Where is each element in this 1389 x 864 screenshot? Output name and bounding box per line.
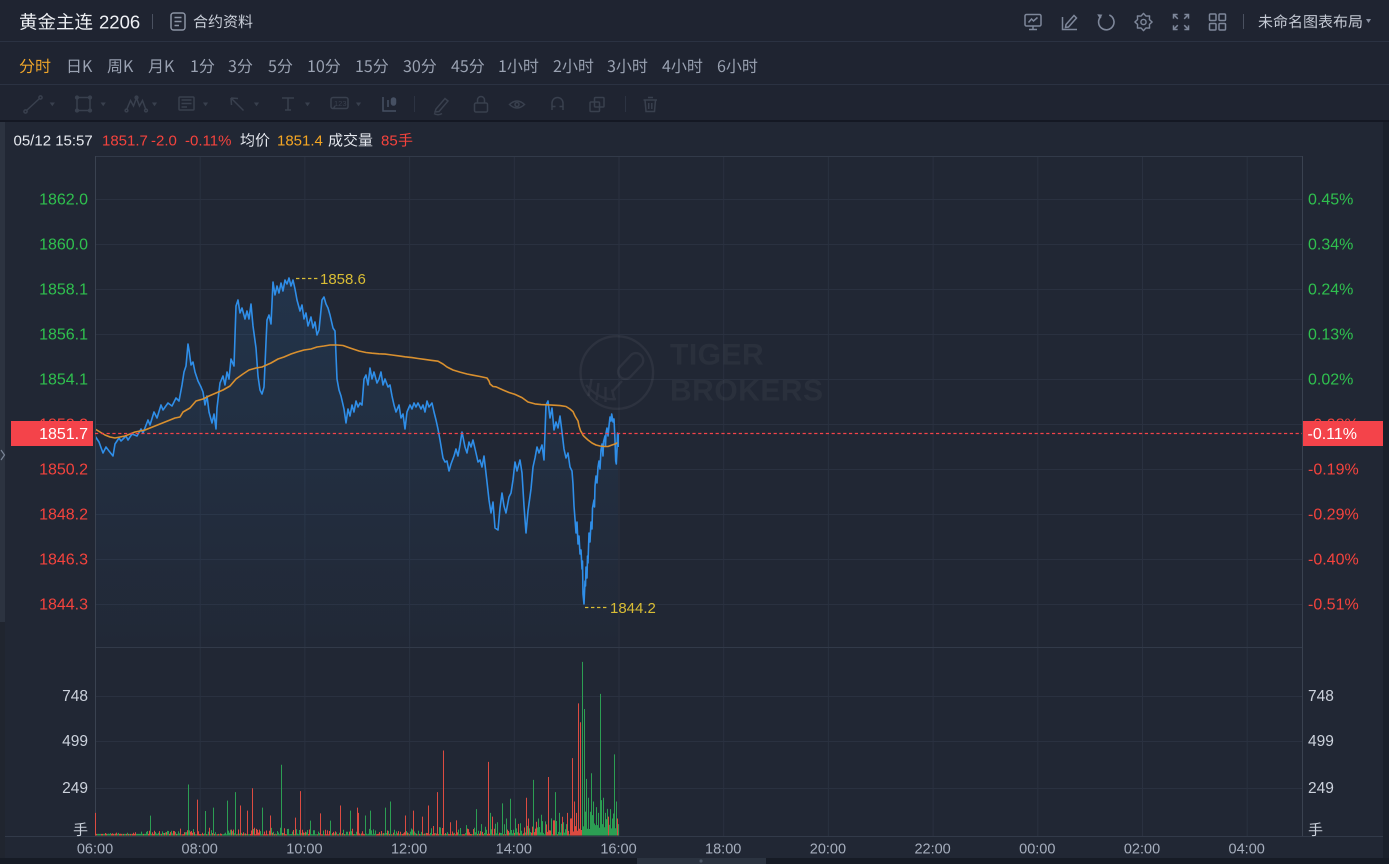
svg-text:0.34%: 0.34%	[1308, 237, 1353, 254]
svg-text:1848.2: 1848.2	[39, 507, 88, 524]
svg-text:02:00: 02:00	[1124, 842, 1160, 858]
svg-text:1860.0: 1860.0	[39, 237, 88, 254]
svg-text:1851.7: 1851.7	[102, 133, 148, 150]
svg-text:-0.19%: -0.19%	[1308, 462, 1359, 479]
svg-text:1844.3: 1844.3	[39, 597, 88, 614]
svg-text:0.24%: 0.24%	[1308, 282, 1353, 299]
svg-text:20:00: 20:00	[810, 842, 846, 858]
svg-text:0.02%: 0.02%	[1308, 372, 1353, 389]
svg-text:1844.2: 1844.2	[610, 600, 656, 617]
svg-text:2206: 2206	[99, 12, 140, 33]
svg-text:-2.0: -2.0	[151, 133, 177, 150]
svg-text:BROKERS: BROKERS	[670, 375, 824, 408]
svg-text:10:00: 10:00	[286, 842, 322, 858]
svg-text:123: 123	[334, 99, 347, 108]
svg-text:85: 85	[381, 133, 398, 150]
svg-text:05/12 15:57: 05/12 15:57	[14, 133, 93, 150]
svg-text:1854.1: 1854.1	[39, 372, 88, 389]
svg-text:1856.1: 1856.1	[39, 327, 88, 344]
svg-text:249: 249	[1308, 780, 1334, 797]
svg-text:12:00: 12:00	[391, 842, 427, 858]
svg-text:0.13%: 0.13%	[1308, 327, 1353, 344]
svg-text:14:00: 14:00	[496, 842, 532, 858]
svg-text:-0.51%: -0.51%	[1308, 597, 1359, 614]
svg-text:499: 499	[62, 733, 88, 750]
svg-text:499: 499	[1308, 733, 1334, 750]
svg-text:748: 748	[62, 688, 88, 705]
svg-text:00:00: 00:00	[1019, 842, 1055, 858]
svg-text:1862.0: 1862.0	[39, 192, 88, 209]
svg-text:06:00: 06:00	[77, 842, 113, 858]
svg-text:1858.1: 1858.1	[39, 282, 88, 299]
svg-text:748: 748	[1308, 688, 1334, 705]
svg-text:-0.11%: -0.11%	[185, 133, 231, 150]
svg-text:04:00: 04:00	[1229, 842, 1265, 858]
svg-text:1858.6: 1858.6	[320, 271, 366, 288]
svg-text:22:00: 22:00	[914, 842, 950, 858]
svg-text:TIGER: TIGER	[670, 339, 764, 372]
svg-text:-0.29%: -0.29%	[1308, 507, 1359, 524]
svg-text:-0.40%: -0.40%	[1308, 552, 1359, 569]
svg-text:1850.2: 1850.2	[39, 462, 88, 479]
svg-text:16:00: 16:00	[600, 842, 636, 858]
svg-text:249: 249	[62, 780, 88, 797]
svg-text:1851.7: 1851.7	[39, 426, 88, 443]
svg-text:0.45%: 0.45%	[1308, 192, 1353, 209]
svg-text:1846.3: 1846.3	[39, 552, 88, 569]
svg-text:18:00: 18:00	[705, 842, 741, 858]
svg-text:08:00: 08:00	[182, 842, 218, 858]
svg-text:-0.11%: -0.11%	[1308, 426, 1358, 443]
svg-text:1851.4: 1851.4	[277, 133, 323, 150]
